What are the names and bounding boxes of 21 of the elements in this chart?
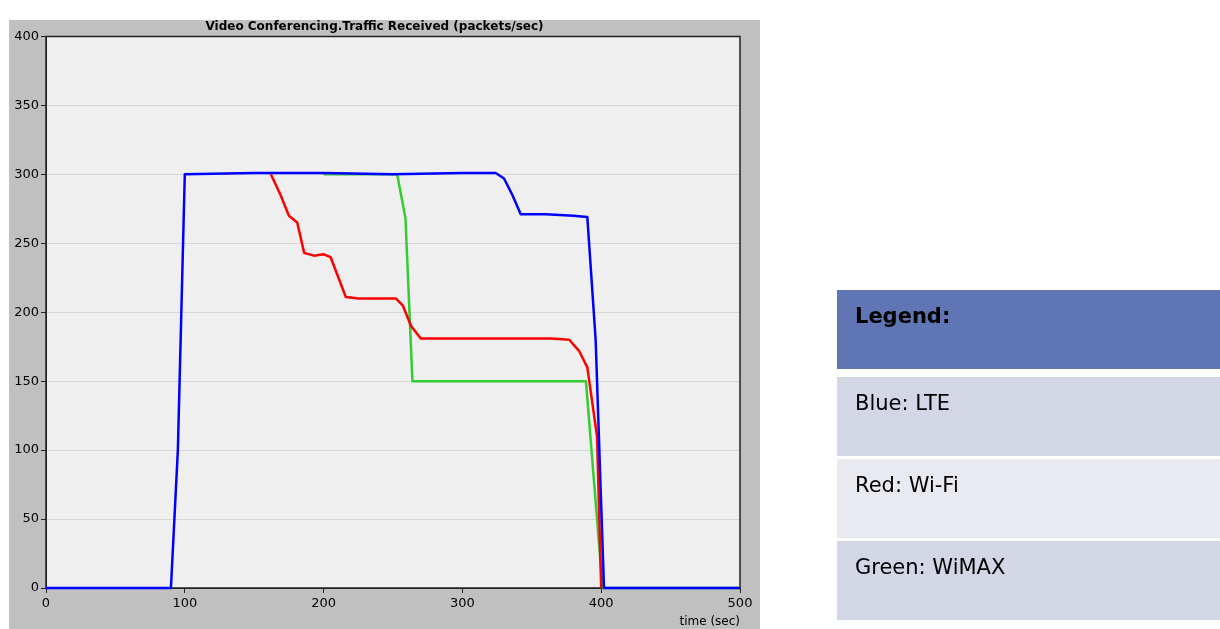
x-tick-label: 400 xyxy=(588,595,614,611)
y-tick-label: 150 xyxy=(14,372,39,388)
y-tick-label: 100 xyxy=(14,441,39,457)
y-tick-label: 350 xyxy=(14,96,39,112)
x-tick-label: 500 xyxy=(727,595,753,611)
y-tick-label: 50 xyxy=(22,510,39,526)
y-tick-label: 300 xyxy=(14,165,39,181)
x-tick-label: 0 xyxy=(41,595,51,611)
x-tick-label: 100 xyxy=(172,595,198,611)
y-tick-label: 400 xyxy=(14,27,39,43)
x-tick-label: 200 xyxy=(311,595,337,611)
text: Red: Wi-Fi xyxy=(837,459,1220,538)
y-tick-label: 0 xyxy=(30,579,39,595)
text: Green: WiMAX xyxy=(837,541,1220,620)
y-tick-label: 250 xyxy=(14,234,39,250)
y-tick-label: 200 xyxy=(14,303,39,319)
x-axis-title: time (sec) xyxy=(679,613,740,628)
text: Blue: LTE xyxy=(837,377,1220,456)
chart-title: Video Conferencing.Traffic Received (packets/sec) xyxy=(205,19,544,34)
legend-title: Legend: xyxy=(837,290,1220,369)
x-tick-label: 300 xyxy=(449,595,475,611)
